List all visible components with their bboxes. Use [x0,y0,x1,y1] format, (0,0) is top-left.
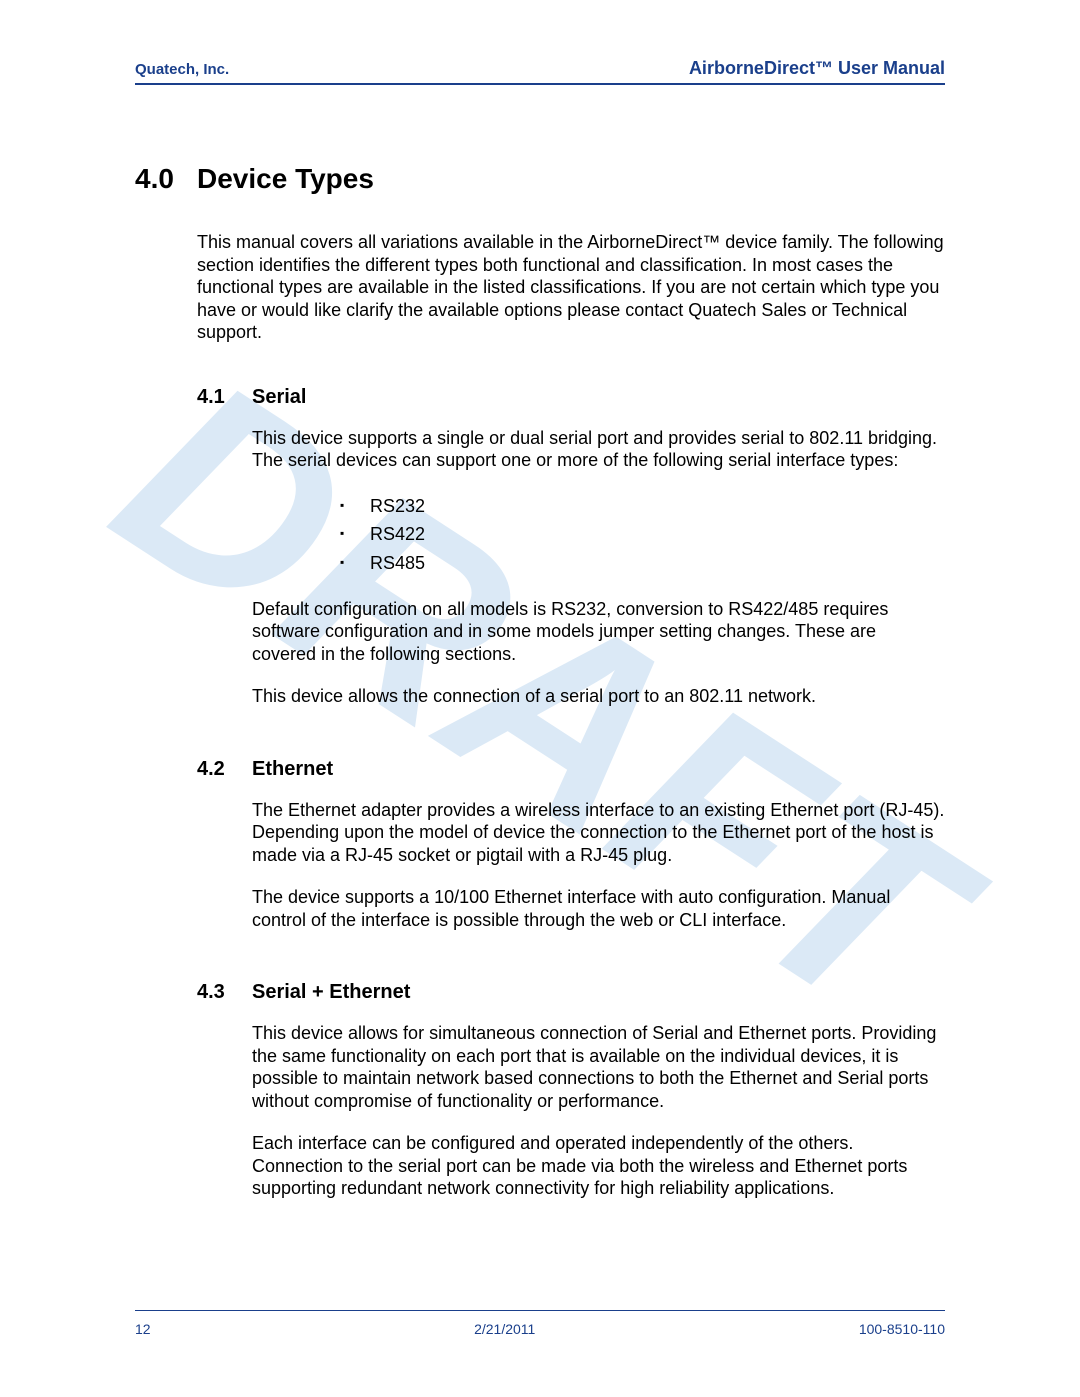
footer-date: 2/21/2011 [474,1321,535,1337]
paragraph: This device allows the connection of a s… [252,685,945,708]
subsection-heading: 4.1 Serial [197,386,945,409]
subsection-title: Serial [252,386,306,409]
subsection-number: 4.1 [197,386,252,409]
paragraph: Each interface can be configured and ope… [252,1132,945,1200]
subsection-number: 4.3 [197,981,252,1004]
subsection-number: 4.2 [197,758,252,781]
subsection-title: Serial + Ethernet [252,981,410,1004]
section-title: Device Types [197,163,374,195]
footer-page-number: 12 [135,1321,151,1337]
paragraph: The Ethernet adapter provides a wireless… [252,799,945,867]
list-item: RS232 [340,492,945,521]
paragraph: This device supports a single or dual se… [252,427,945,472]
subsection-body: The Ethernet adapter provides a wireless… [252,799,945,932]
paragraph: Default configuration on all models is R… [252,598,945,666]
footer-doc-number: 100-8510-110 [859,1321,945,1337]
list-item: RS422 [340,520,945,549]
header-manual-title: AirborneDirect™ User Manual [689,58,945,79]
subsection-body: This device supports a single or dual se… [252,427,945,708]
subsection-title: Ethernet [252,758,333,781]
page: DRAFT Quatech, Inc. AirborneDirect™ User… [0,0,1080,1397]
bullet-list: RS232 RS422 RS485 [340,492,945,578]
paragraph: This device allows for simultaneous conn… [252,1022,945,1112]
subsection-body: This device allows for simultaneous conn… [252,1022,945,1200]
subsection-heading: 4.3 Serial + Ethernet [197,981,945,1004]
section-number: 4.0 [135,163,197,195]
subsection-heading: 4.2 Ethernet [197,758,945,781]
page-content: 4.0 Device Types This manual covers all … [135,85,945,1200]
header-company: Quatech, Inc. [135,61,229,78]
page-footer: 12 2/21/2011 100-8510-110 [135,1310,945,1337]
section-heading: 4.0 Device Types [135,163,945,195]
section-intro: This manual covers all variations availa… [197,231,945,344]
paragraph: The device supports a 10/100 Ethernet in… [252,886,945,931]
list-item: RS485 [340,549,945,578]
page-header: Quatech, Inc. AirborneDirect™ User Manua… [135,58,945,85]
